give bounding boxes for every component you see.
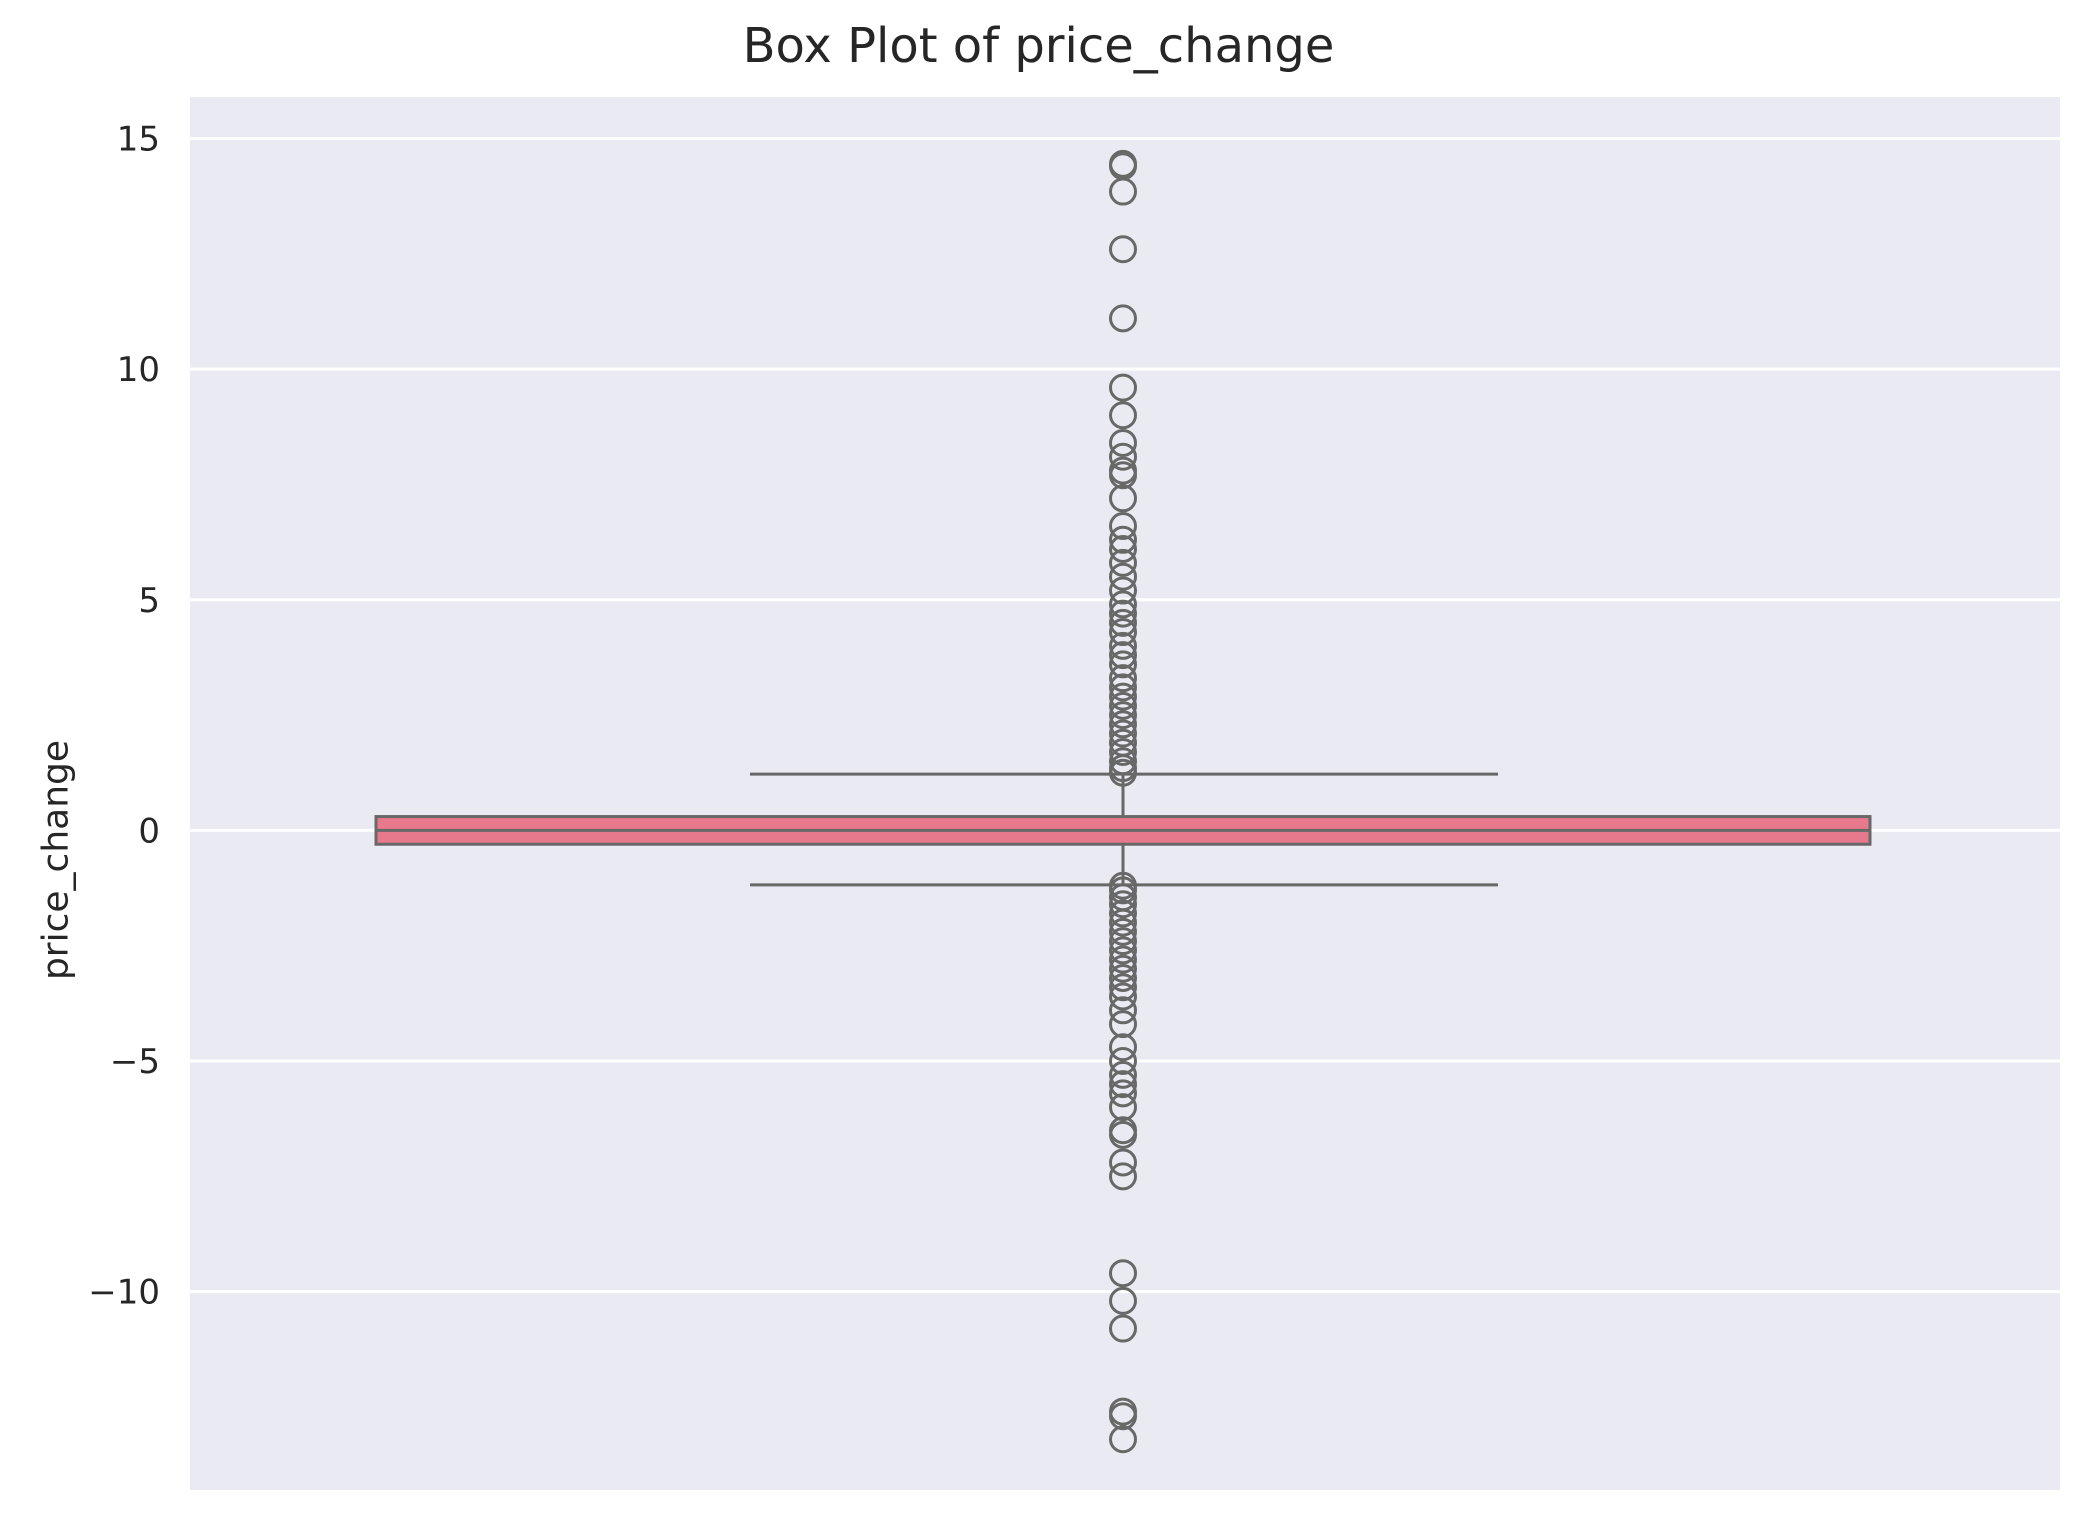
outlier-point [1109,576,1137,605]
outlier-point [1109,1033,1137,1062]
outlier-point [1109,608,1137,637]
outlier-point [1109,982,1137,1011]
outlier-point [1109,1060,1137,1089]
outlier-point [1109,1425,1137,1454]
box-plot [374,772,1872,887]
y-tick-label: −5 [110,1042,160,1082]
outlier-point [1109,954,1137,983]
outlier-point [1109,484,1137,513]
outlier-point [1109,562,1137,591]
outlier-point [1109,442,1137,471]
outlier-point [1109,1079,1137,1108]
outlier-point [1109,373,1137,402]
outlier-point [1109,1402,1137,1431]
outlier-point [1109,682,1137,711]
outlier-point [1109,1070,1137,1099]
outlier-point [1109,641,1137,670]
y-tick-label: 15 [117,120,160,160]
outlier-point [1109,917,1137,946]
outlier-point [1109,758,1137,787]
outlier-point [1109,1148,1137,1177]
outlier-point [1109,673,1137,702]
outlier-point [1109,1286,1137,1315]
outlier-point [1109,747,1137,776]
outlier-point [1109,996,1137,1025]
outlier-point [1109,1314,1137,1343]
outlier-point [1109,664,1137,693]
outlier-point [1109,631,1137,660]
outlier-point [1109,1259,1137,1288]
outlier-point [1109,927,1137,956]
outlier-point [1109,964,1137,993]
outlier-point [1109,535,1137,564]
outlier-point [1109,461,1137,490]
y-tick-label: 0 [138,811,160,851]
outlier-point [1109,691,1137,720]
outlier-point [1109,701,1137,730]
outlier-point [1109,1010,1137,1039]
outlier-point [1109,511,1137,540]
outlier-point [1109,548,1137,577]
outlier-point [1109,1120,1137,1149]
outlier-point [1109,876,1137,905]
outlier-point [1109,719,1137,748]
y-tick-label: 5 [138,581,160,621]
outlier-point [1109,590,1137,619]
outlier-point [1109,890,1137,919]
y-tick-label: 10 [117,350,160,390]
outlier-point [1109,1162,1137,1191]
outlier-point [1109,304,1137,333]
outlier-point [1109,1093,1137,1122]
outlier-point [1109,650,1137,679]
outlier-point [1109,235,1137,264]
outlier-points [1109,149,1137,1454]
outlier-point [1109,618,1137,647]
outlier-point [1109,908,1137,937]
outlier-point [1109,899,1137,928]
outlier-point [1109,428,1137,457]
y-tick-label: −10 [88,1273,160,1313]
chart-title: Box Plot of price_change [742,18,1335,74]
y-tick-labels: 15 10 5 0 −5 −10 [88,120,160,1313]
outlier-point [1109,177,1137,206]
outlier-point [1109,1047,1137,1076]
plot-area [190,97,2060,1490]
outlier-point [1109,599,1137,628]
outlier-point [1109,936,1137,965]
outlier-point [1109,710,1137,739]
outlier-point [1109,737,1137,766]
outlier-point [1109,973,1137,1002]
outlier-point [1109,945,1137,974]
outlier-point [1109,525,1137,554]
outlier-point [1109,401,1137,430]
